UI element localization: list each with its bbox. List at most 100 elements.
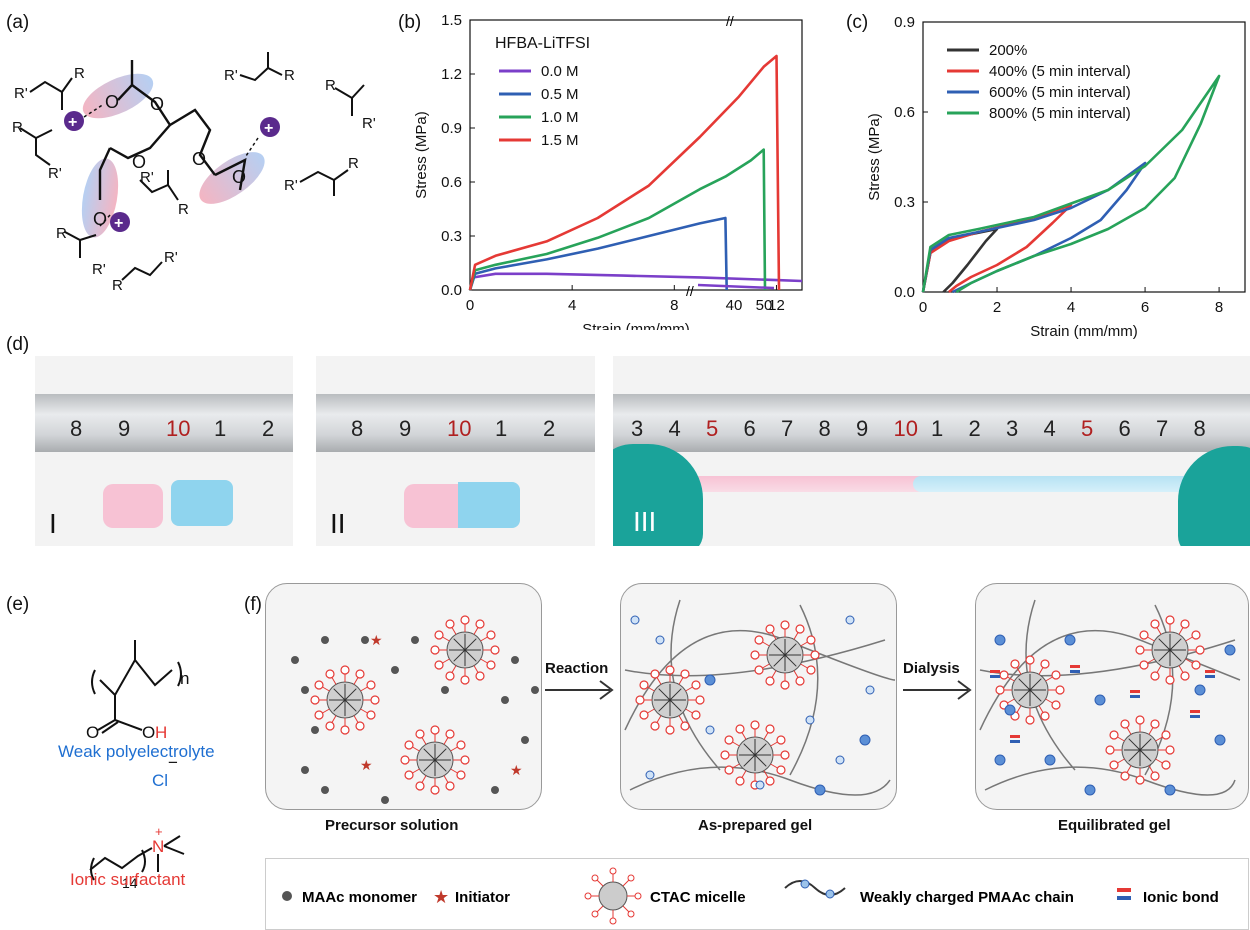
- monomer-dot: [311, 726, 319, 734]
- ruler-number: 2: [543, 416, 556, 441]
- ruler-ticks: 3 4 5 6 7 8 9 10 1 2 3 4 5 6 7 8: [613, 416, 1250, 450]
- y-tick-label: 0.0: [894, 284, 915, 301]
- hydroxyl-h: H: [155, 723, 167, 742]
- charged-unit: [814, 784, 826, 796]
- r-label: R: [74, 65, 85, 82]
- chloride-ion: Cl: [152, 771, 168, 790]
- x-break-tick-label: 40: [726, 297, 743, 314]
- svg-text:+: +: [264, 120, 273, 137]
- counterion-dot: [755, 780, 765, 790]
- ruler-number: 9: [118, 416, 131, 441]
- ruler-number: 2: [262, 416, 275, 441]
- caption-precursor: Precursor solution: [325, 817, 459, 834]
- ruler-number: 9: [399, 416, 412, 441]
- y-tick-label: 0.0: [441, 282, 462, 299]
- series-tail: [697, 283, 775, 290]
- legend-entry: 400% (5 min interval): [989, 63, 1131, 80]
- ruler-number: 1: [214, 416, 227, 441]
- caption-as-prepared: As-prepared gel: [698, 817, 813, 834]
- photo-ii: 8 9 10 1 2 II: [316, 356, 595, 546]
- polymer-chain: [629, 766, 891, 796]
- ruler-number: 1: [495, 416, 508, 441]
- dot-icon: [282, 891, 292, 901]
- counterion-dot: [655, 635, 665, 645]
- oxygen-label: O: [132, 152, 146, 172]
- r-prime-label: R': [140, 169, 154, 186]
- ruler-number: 5: [706, 416, 719, 441]
- x-tick-label: 8: [1215, 299, 1223, 316]
- photo-label: II: [330, 508, 346, 539]
- series-line: [468, 54, 781, 291]
- carbonyl-oxygen: O: [86, 723, 99, 742]
- ruler-number: 9: [856, 416, 869, 441]
- x-tick-label: 4: [568, 297, 576, 314]
- initiator-star: ★: [360, 757, 373, 773]
- micelle-icon: [750, 620, 820, 690]
- y-tick-label: 0.3: [441, 228, 462, 245]
- reaction-arrow-icon: [545, 680, 614, 700]
- legend-icons: ★ MAAc monomer Initiator CTAC micelle We…: [282, 867, 1219, 925]
- counterion-dot: [705, 725, 715, 735]
- ionic-bond: [1010, 735, 1020, 738]
- panel-label-b: (b): [398, 12, 422, 33]
- scheme-legend: [265, 858, 1249, 930]
- legend-chain: Weakly charged PMAAc chain: [860, 889, 1074, 906]
- r-label: R: [178, 201, 189, 218]
- ionic-bond: [1070, 670, 1080, 673]
- y-axis-label: Stress (MPa): [866, 113, 883, 201]
- counterion-dot: [805, 715, 815, 725]
- blue-gel-piece: [458, 482, 520, 528]
- panel-label-e: (e): [6, 594, 30, 615]
- oxygen-label: O: [105, 92, 119, 112]
- monomer-dot: [501, 696, 509, 704]
- initiator-star: ★: [510, 762, 523, 778]
- ruler: [35, 394, 293, 452]
- oxygen-label: O: [192, 149, 206, 169]
- caption-equilibrated: Equilibrated gel: [1058, 817, 1171, 834]
- ruler-number: 10: [893, 416, 918, 441]
- y-tick-label: 0.3: [894, 194, 915, 211]
- micelle-icon: [635, 665, 705, 735]
- y-tick-label: 1.2: [441, 66, 462, 83]
- ionic-bond: [1190, 715, 1200, 718]
- panel-label-f: (f): [244, 594, 262, 615]
- ruler-number: 1: [931, 416, 944, 441]
- ruler-number: 7: [781, 416, 794, 441]
- axis-break-mark: //: [686, 283, 694, 299]
- charged-unit: [1064, 634, 1076, 646]
- nitrogen-charge: +: [155, 824, 163, 839]
- ruler-number: 8: [351, 416, 364, 441]
- r-label: R: [112, 277, 123, 294]
- x-axis-label: Strain (mm/mm): [582, 321, 690, 330]
- y-tick-label: 0.6: [441, 174, 462, 191]
- charged-unit: [704, 674, 716, 686]
- legend-micelle: CTAC micelle: [650, 889, 746, 906]
- charged-unit: [1164, 784, 1176, 796]
- ionic-bond: [1130, 690, 1140, 693]
- ruler-number: 10: [447, 416, 472, 441]
- micelle-icon: [310, 665, 380, 735]
- ruler-number: 10: [166, 416, 191, 441]
- polymer-chain: [984, 766, 1236, 796]
- y-tick-label: 1.5: [441, 12, 462, 29]
- r-label: R: [284, 67, 295, 84]
- ruler-number: 8: [1193, 416, 1206, 441]
- svg-text:+: +: [114, 215, 123, 232]
- counterion-dot: [645, 770, 655, 780]
- charged-unit: [1214, 734, 1226, 746]
- x-tick-label: 0: [919, 299, 927, 316]
- monomer-dot: [301, 686, 309, 694]
- photo-i: 8 9 10 1 2 I: [35, 356, 293, 546]
- counterion-dot: [865, 685, 875, 695]
- ruler: [316, 394, 595, 452]
- charged-unit: [1194, 684, 1206, 696]
- lithium-cation-icon: +: [110, 212, 130, 232]
- micelle-icon: [1105, 715, 1175, 785]
- initiator-star: ★: [370, 632, 383, 648]
- r-prime-label: R': [48, 165, 62, 182]
- axis-break-mark: //: [726, 13, 734, 29]
- r-prime-label: R': [14, 85, 28, 102]
- panel-e-structures: n O O H Cl − N + 14: [86, 640, 189, 891]
- charged-unit: [994, 634, 1006, 646]
- charged-unit: [859, 734, 871, 746]
